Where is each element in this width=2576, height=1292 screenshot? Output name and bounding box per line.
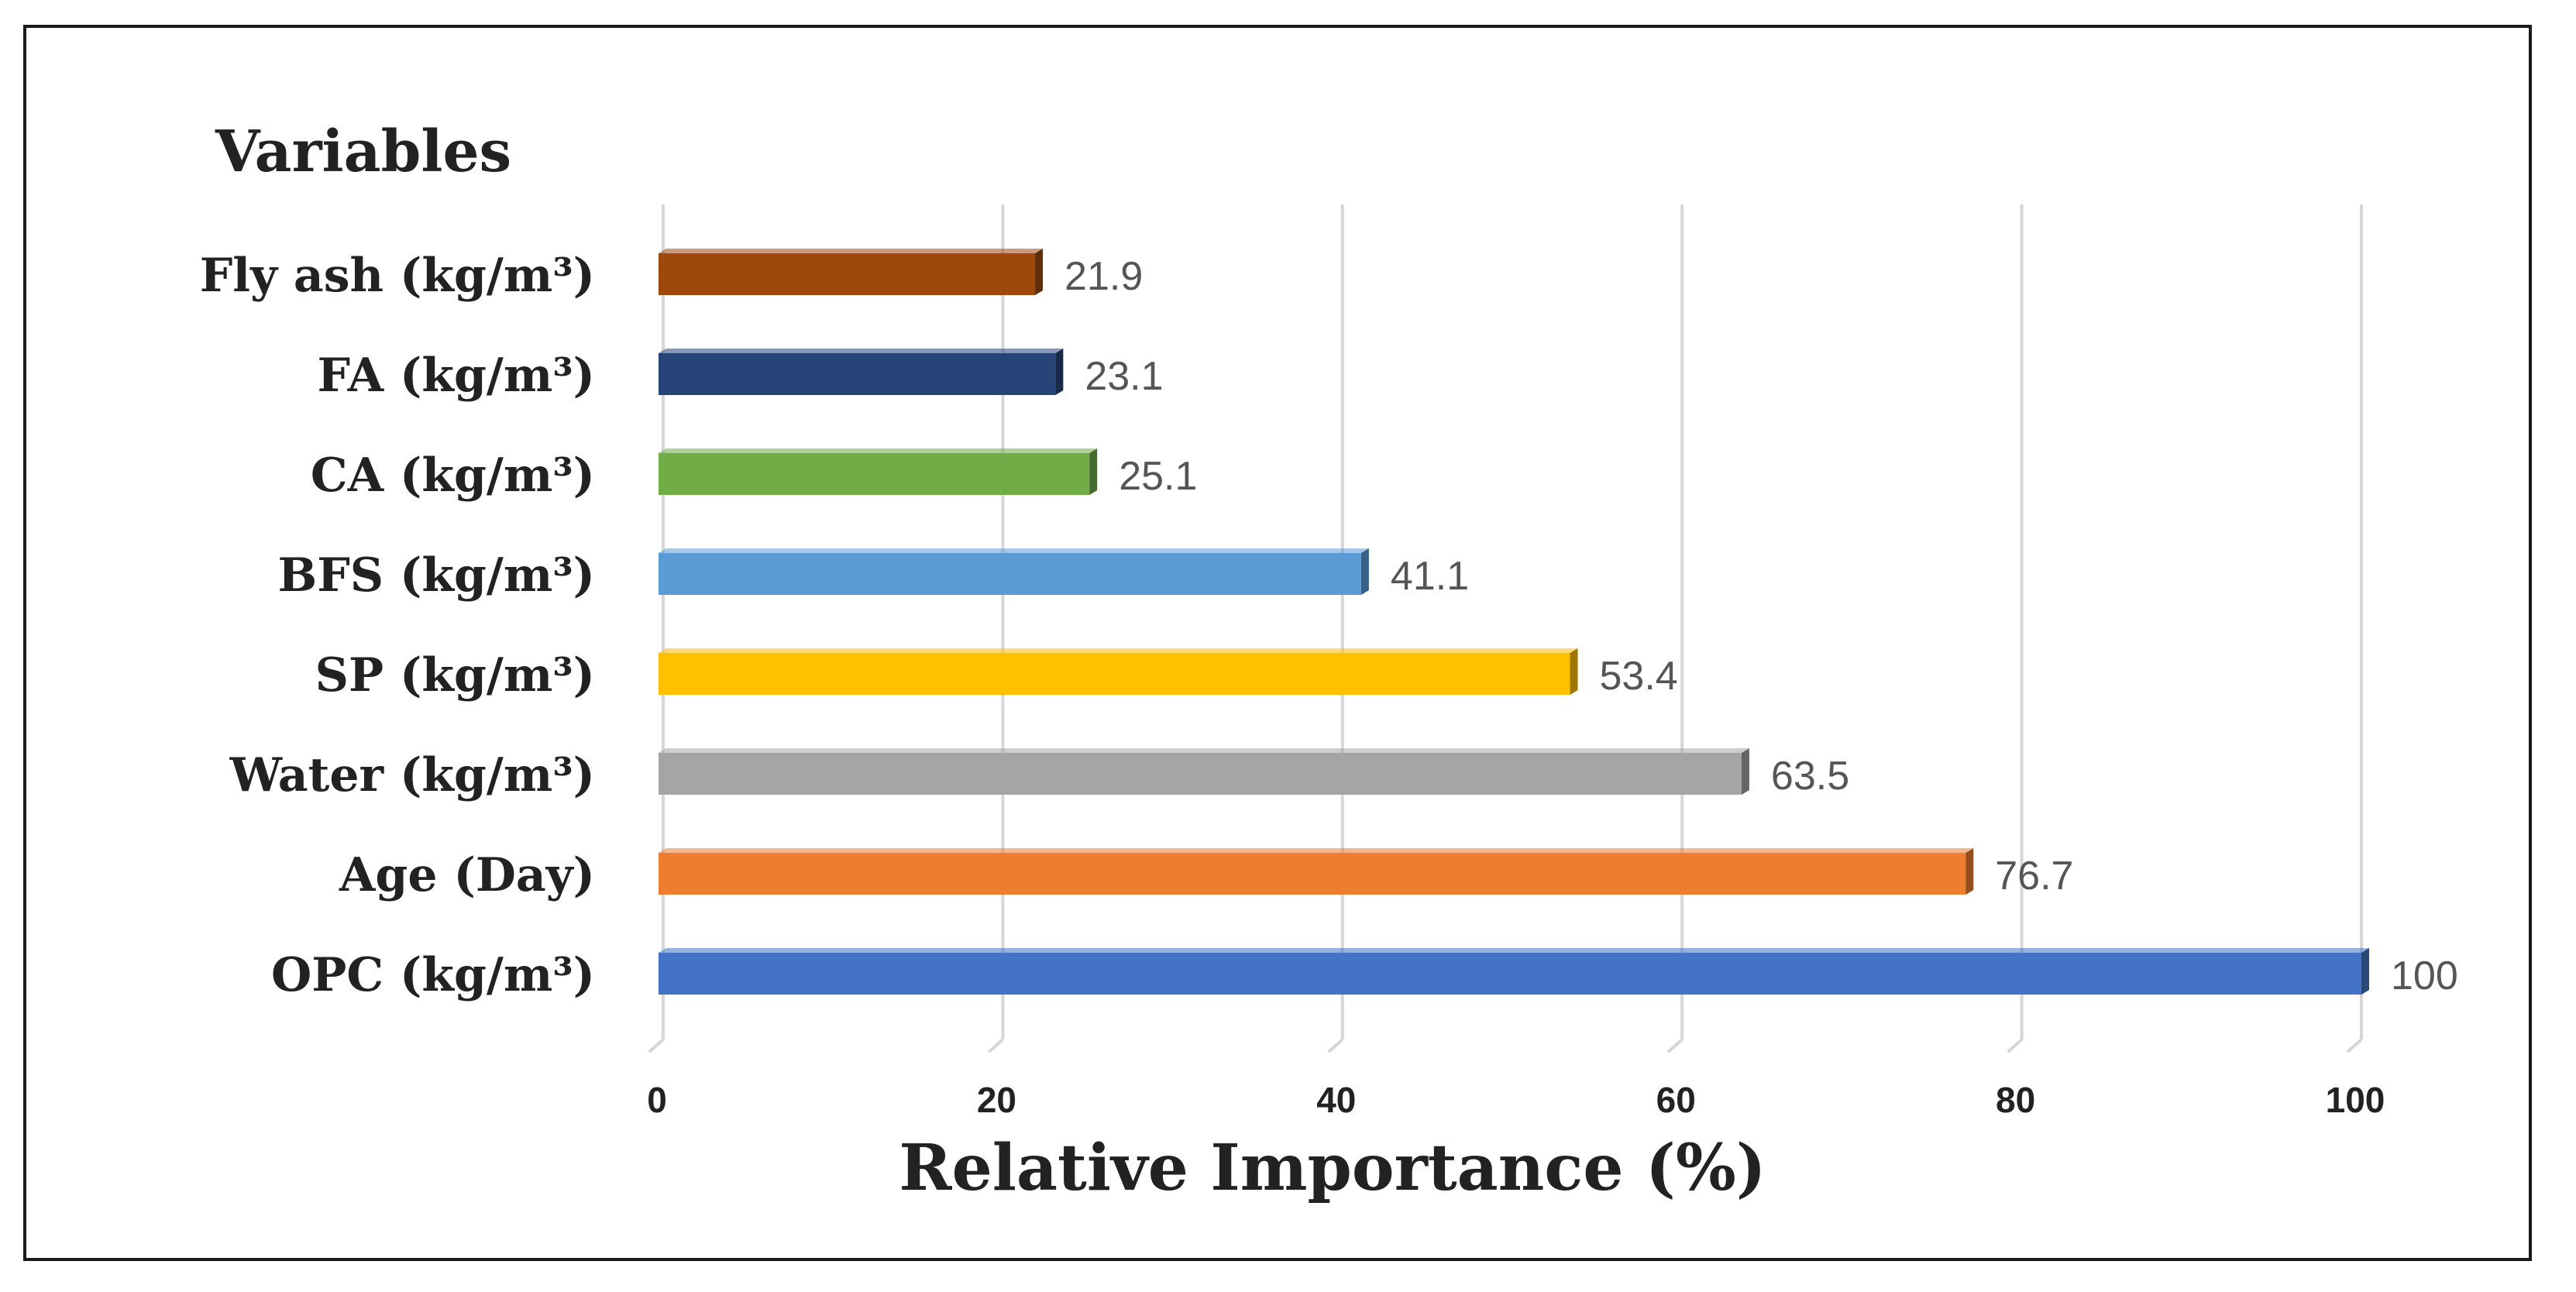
data-label: 23.1 [1085, 354, 1163, 399]
gridline-foot-100 [2346, 1038, 2363, 1053]
bar-end-cap [1360, 548, 1369, 595]
bar-end-cap [1570, 648, 1578, 695]
data-label: 63.5 [1771, 754, 1849, 799]
category-label: SP (kg/m³) [315, 648, 595, 703]
category-label: CA (kg/m³) [311, 448, 595, 503]
x-tick-label: 40 [1316, 1080, 1356, 1120]
category-label: Water (kg/m³) [229, 748, 595, 802]
bar-end-cap [1089, 448, 1098, 495]
bar-7 [659, 948, 2369, 995]
bar-3 [659, 548, 1369, 595]
bar-end-cap [1966, 848, 1974, 895]
bar-1 [659, 349, 1064, 395]
bar-end-cap [2361, 948, 2369, 995]
data-label: 25.1 [1119, 454, 1197, 499]
bar-face [659, 553, 1361, 595]
x-tick-label: 80 [1996, 1080, 2035, 1120]
relative-importance-chart: 0 20 40 60 80 100 Fly ash (kg/m³) 21.9 FA (kg/m³… [200, 119, 2458, 1205]
bar-face [659, 853, 1966, 895]
bar-top-face [659, 948, 2369, 953]
category-label: FA (kg/m³) [317, 349, 595, 403]
gridline-foot-80 [2007, 1038, 2023, 1053]
bar-top-face [659, 848, 1974, 853]
category-label: Age (Day) [339, 848, 595, 902]
bar-end-cap [1055, 349, 1064, 395]
bar-top-face [659, 349, 1064, 353]
bar-face [659, 453, 1090, 495]
gridline-foot-0 [648, 1038, 665, 1053]
bar-face [659, 353, 1056, 395]
bar-face [659, 653, 1570, 695]
data-label: 53.4 [1600, 654, 1678, 699]
bar-2 [659, 448, 1098, 495]
bars [659, 249, 2369, 995]
labels: 0 20 40 60 80 100 Fly ash (kg/m³) 21.9 FA (kg/m³… [200, 249, 2458, 1120]
category-label: Fly ash (kg/m³) [200, 249, 595, 303]
bar-top-face [659, 748, 1749, 753]
bar-top-face [659, 548, 1369, 553]
bar-4 [659, 648, 1578, 695]
gridline-foot-40 [1327, 1038, 1344, 1053]
data-label: 76.7 [1995, 854, 2073, 899]
bar-0 [659, 249, 1044, 295]
x-tick-label: 100 [2326, 1080, 2385, 1120]
bar-top-face [659, 448, 1098, 453]
bar-5 [659, 748, 1749, 795]
gridline-foot-60 [1666, 1038, 1684, 1053]
bar-face [659, 753, 1742, 795]
bar-end-cap [1035, 249, 1044, 295]
bar-top-face [659, 648, 1578, 653]
data-label: 21.9 [1064, 254, 1143, 299]
gridlines [648, 204, 2363, 1053]
data-label: 100 [2391, 954, 2458, 998]
bar-face [659, 953, 2361, 995]
chart-title: Variables [215, 119, 511, 185]
category-label: BFS (kg/m³) [277, 548, 595, 603]
bar-end-cap [1741, 748, 1749, 795]
chart-frame: 0 20 40 60 80 100 Fly ash (kg/m³) 21.9 FA (kg/m³… [23, 25, 2532, 1261]
x-tick-label: 0 [647, 1080, 667, 1120]
bar-6 [659, 848, 1974, 895]
bar-face [659, 253, 1036, 295]
data-label: 41.1 [1391, 554, 1469, 599]
gridline-foot-20 [988, 1038, 1004, 1053]
bar-top-face [659, 249, 1044, 253]
x-axis-title: Relative Importance (%) [899, 1131, 1766, 1205]
x-tick-label: 20 [977, 1080, 1016, 1120]
category-label: OPC (kg/m³) [271, 948, 595, 1002]
x-tick-label: 60 [1656, 1080, 1696, 1120]
